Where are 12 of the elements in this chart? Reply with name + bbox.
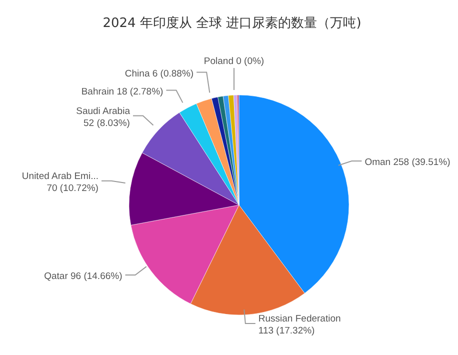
data-label: 52 (8.03%)	[84, 118, 130, 129]
slice-label: Oman 258 (39.51%)	[364, 156, 450, 168]
slice-label: Russian Federation	[258, 313, 341, 324]
slice-label: Qatar 96 (14.66%)	[44, 271, 122, 282]
slice-label: Saudi Arabia	[76, 106, 131, 117]
category-label: Poland 0 (0%)	[204, 56, 264, 67]
data-label: 70 (10.72%)	[46, 182, 98, 194]
slice-label: United Arab Emi...	[22, 170, 98, 182]
slice-label: Bahrain 18 (2.78%)	[81, 86, 164, 98]
slice-label: China 6 (0.88%)	[124, 68, 194, 80]
data-label: 113 (17.32%)	[258, 325, 315, 336]
chart-title: 2024 年印度从 全球 进口尿素的数量（万吨)	[102, 15, 362, 32]
